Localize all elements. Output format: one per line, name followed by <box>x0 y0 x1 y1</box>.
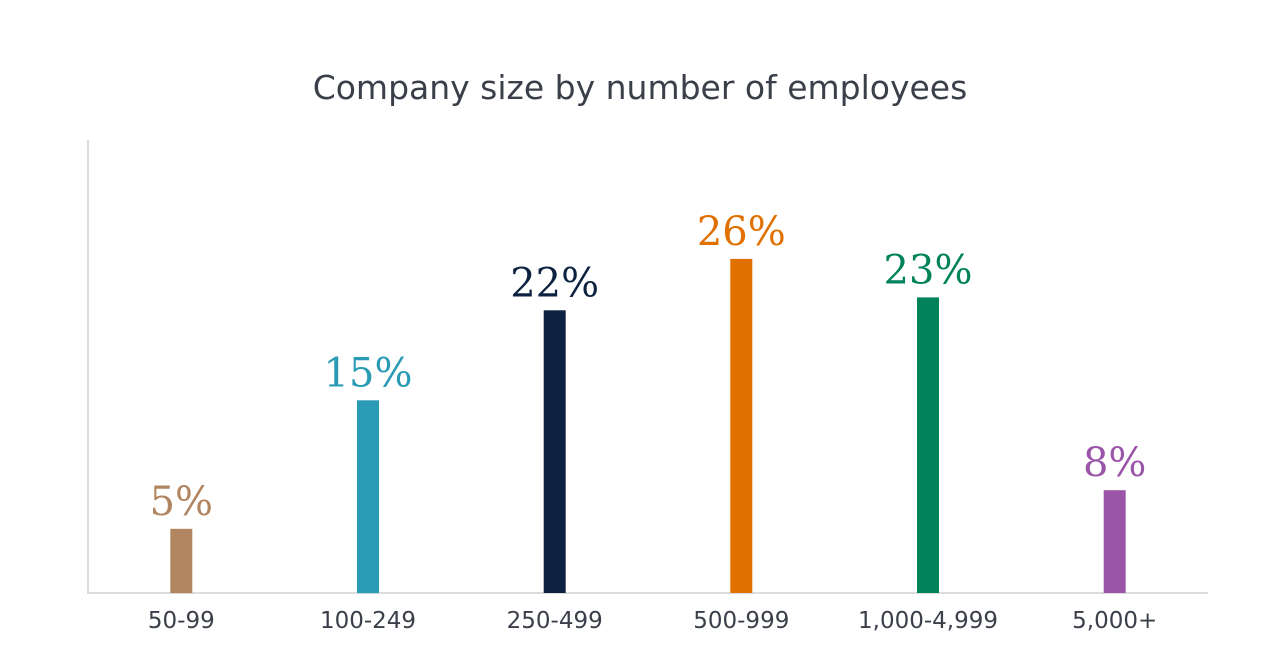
data-label-1: 15% <box>324 350 413 396</box>
x-tick-label-5: 5,000+ <box>1072 608 1157 634</box>
data-label-2: 22% <box>510 260 599 306</box>
bars-group <box>170 258 1126 594</box>
data-label-3: 26% <box>697 209 786 255</box>
x-tick-label-0: 50-99 <box>148 608 215 634</box>
data-label-4: 23% <box>884 247 973 293</box>
bar-1 <box>357 400 379 594</box>
x-tick-label-4: 1,000-4,999 <box>858 608 998 634</box>
data-labels-group: 5% 15% 22% 26% 23% 8% <box>150 209 1147 525</box>
bar-4 <box>917 297 939 593</box>
bar-0 <box>170 528 193 594</box>
x-tick-label-1: 100-249 <box>320 608 416 634</box>
bar-3 <box>730 258 753 593</box>
bar-5 <box>1103 490 1126 593</box>
chart-title: Company size by number of employees <box>313 68 968 107</box>
x-tick-label-3: 500-999 <box>693 608 789 634</box>
x-tick-labels-group: 50-99 100-249 250-499 500-999 1,000-4,999 5,0… <box>148 608 1157 634</box>
data-label-5: 8% <box>1083 440 1146 486</box>
x-tick-label-2: 250-499 <box>507 608 603 634</box>
data-label-0: 5% <box>150 479 213 525</box>
bar-2 <box>543 310 566 593</box>
